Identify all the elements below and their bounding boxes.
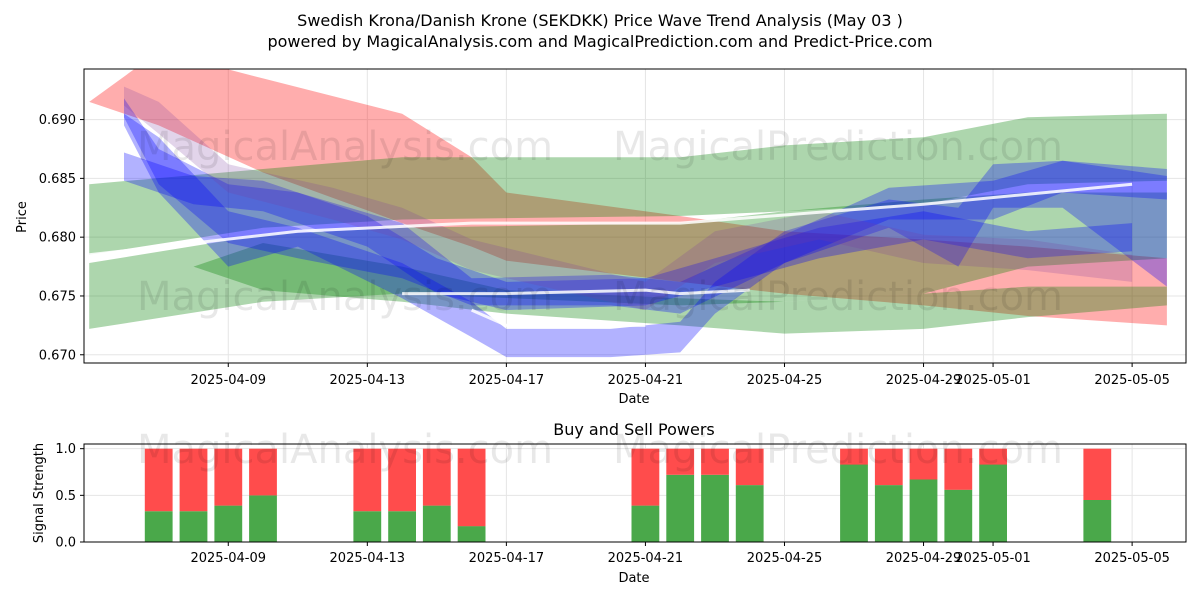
signal-axes-frame <box>83 443 1187 543</box>
sell-bar <box>666 448 695 475</box>
price-grid <box>84 69 1186 363</box>
price-band-green <box>89 192 1167 329</box>
buy-bar <box>735 485 764 542</box>
signal-x-tick-label: 2025-05-05 <box>1094 551 1170 566</box>
buy-bar <box>457 526 486 542</box>
price-x-tick-label: 2025-04-13 <box>330 373 406 388</box>
watermark-prediction-bottom: MagicalPrediction.com <box>613 274 1063 320</box>
price-y-tick-label: 0.675 <box>39 289 76 304</box>
price-y-ticks: 0.670 0.675 0.680 0.685 0.690 <box>39 113 84 363</box>
signal-plot-area <box>144 448 1112 542</box>
chart-title-line-1: Swedish Krona/Danish Krone (SEKDKK) Pric… <box>297 11 903 30</box>
buy-bar <box>874 485 903 542</box>
price-trend-line <box>89 182 1133 257</box>
watermark-analysis-signal: MagicalAnalysis.com <box>137 427 553 473</box>
sell-bar <box>249 448 277 496</box>
price-trend-line <box>402 288 750 296</box>
sell-bar <box>179 448 208 512</box>
watermark-analysis-bottom: MagicalAnalysis.com <box>137 274 553 320</box>
buy-bar <box>214 505 243 542</box>
sell-bar <box>1083 448 1112 500</box>
watermark-analysis-top: MagicalAnalysis.com <box>137 124 553 170</box>
watermark-prediction-signal: MagicalPrediction.com <box>613 427 1063 473</box>
signal-watermarks: MagicalAnalysis.com MagicalPrediction.co… <box>137 427 1063 473</box>
signal-x-tick-label: 2025-04-25 <box>747 551 823 566</box>
buy-bar <box>179 511 208 542</box>
buy-bar <box>144 511 173 542</box>
price-x-tick-label: 2025-04-09 <box>190 373 266 388</box>
sell-bar <box>701 448 729 475</box>
signal-y-tick-label: 1.0 <box>55 442 76 457</box>
price-y-tick-label: 0.680 <box>39 231 76 246</box>
price-band-purple <box>124 86 1133 311</box>
chart-title-line-2: powered by MagicalAnalysis.com and Magic… <box>267 32 932 51</box>
signal-x-tick-label: 2025-04-09 <box>190 551 266 566</box>
price-x-tick-label: 2025-04-21 <box>608 373 684 388</box>
buy-bar <box>944 489 973 542</box>
price-panel: MagicalAnalysis.com MagicalPrediction.co… <box>15 68 1187 407</box>
sell-bar <box>353 448 382 512</box>
sell-bar <box>735 448 764 486</box>
sell-bar <box>144 448 173 512</box>
sell-bar <box>457 448 486 527</box>
price-band-blue <box>124 113 1167 358</box>
signal-x-axis-label: Date <box>618 571 649 586</box>
buy-bar <box>840 464 868 542</box>
price-band-blue <box>124 98 1167 314</box>
sell-bar <box>909 448 938 480</box>
price-y-axis-label: Price <box>15 201 30 233</box>
sell-bar <box>944 448 973 490</box>
price-watermarks: MagicalAnalysis.com MagicalPrediction.co… <box>137 124 1063 320</box>
buy-bar <box>1083 500 1112 542</box>
signal-panel-title: Buy and Sell Powers <box>553 420 715 439</box>
price-x-axis-label: Date <box>618 392 649 407</box>
buy-bar <box>353 511 382 542</box>
price-x-tick-label: 2025-05-01 <box>955 373 1031 388</box>
buy-bar <box>631 505 660 542</box>
sell-bar <box>214 448 243 506</box>
buy-bar <box>979 464 1007 542</box>
signal-x-tick-label: 2025-04-13 <box>330 551 406 566</box>
buy-bar <box>422 505 451 542</box>
signal-y-tick-label: 0.5 <box>55 489 76 504</box>
signal-x-tick-label: 2025-04-29 <box>886 551 962 566</box>
signal-x-ticks: 2025-04-09 2025-04-13 2025-04-17 2025-04-21… <box>190 542 1170 566</box>
buy-bar <box>388 511 416 542</box>
signal-y-axis-label: Signal Strength <box>32 443 47 543</box>
price-x-ticks: 2025-04-09 2025-04-13 2025-04-17 2025-04-21… <box>190 363 1170 388</box>
signal-x-tick-label: 2025-04-21 <box>608 551 684 566</box>
signal-y-ticks: 0.0 0.5 1.0 <box>55 442 84 551</box>
buy-bar <box>701 474 729 542</box>
buy-bar <box>666 474 695 542</box>
signal-panel: Buy and Sell Powers MagicalAnalysis.com … <box>32 420 1187 586</box>
sell-bar <box>631 448 660 506</box>
price-x-tick-label: 2025-04-17 <box>469 373 545 388</box>
price-axes-frame <box>83 68 1187 364</box>
sell-bar <box>388 448 416 512</box>
price-x-tick-label: 2025-05-05 <box>1094 373 1170 388</box>
sell-bar <box>979 448 1007 465</box>
buy-bar <box>249 495 277 542</box>
price-y-tick-label: 0.670 <box>39 348 76 363</box>
price-plot-area <box>89 69 1167 358</box>
price-x-tick-label: 2025-04-25 <box>747 373 823 388</box>
price-x-tick-label: 2025-04-29 <box>886 373 962 388</box>
sell-bar <box>840 448 868 465</box>
price-band-red <box>89 69 1167 326</box>
sell-bar <box>874 448 903 486</box>
signal-y-tick-label: 0.0 <box>55 536 76 551</box>
sell-bar <box>422 448 451 506</box>
signal-x-tick-label: 2025-05-01 <box>955 551 1031 566</box>
price-y-tick-label: 0.685 <box>39 172 76 187</box>
price-band-green <box>89 113 1167 255</box>
buy-bar <box>909 479 938 542</box>
watermark-prediction-top: MagicalPrediction.com <box>613 124 1063 170</box>
price-trend-line <box>470 308 646 327</box>
signal-x-tick-label: 2025-04-17 <box>469 551 545 566</box>
price-band-green <box>193 243 1167 334</box>
price-y-tick-label: 0.690 <box>39 113 76 128</box>
